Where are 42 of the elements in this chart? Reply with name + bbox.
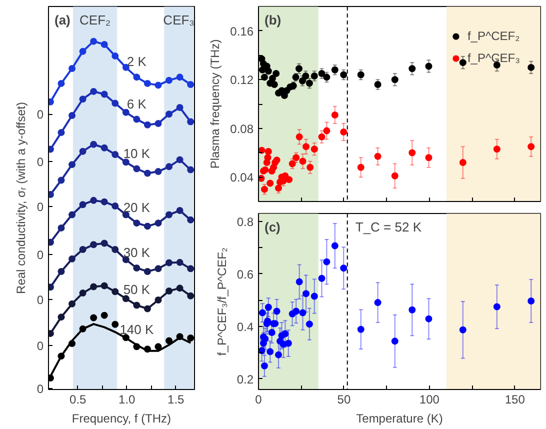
y-axis-title: f_P^CEF₃/f_P^CEF₂ [214, 247, 229, 356]
text: 0 [36, 248, 44, 262]
text: 0 [36, 200, 44, 214]
y-tick-label: 0.12 [230, 73, 254, 88]
x-axis-title: Temperature (K) [356, 412, 443, 426]
x-tick-label: 0 [255, 392, 262, 406]
x-tick-label: 0.5 [70, 392, 87, 406]
x-tick-label: 1.5 [168, 392, 185, 406]
y-tick-label: 0.16 [230, 24, 254, 38]
band-label: CEF₂ [80, 12, 111, 28]
annotation: 6 K [126, 96, 147, 112]
text: (a) [54, 12, 70, 28]
ref-line-label: T_C = 52 K [355, 220, 422, 234]
y-tick-label: 0.04 [230, 170, 254, 185]
text: 0 [36, 154, 44, 169]
text: 0 [36, 382, 44, 396]
y-tick-label: 0.6 [236, 267, 254, 282]
text: 0 [36, 339, 44, 354]
band-label: CEF₃ [163, 12, 194, 28]
y-tick-label: 0.4 [236, 320, 254, 334]
x-tick-label: 100 [419, 392, 440, 406]
x-tick-label: 1.0 [118, 392, 136, 406]
annotation: 20 K [123, 200, 150, 216]
y-tick-label: 0.2 [236, 372, 254, 386]
annotation: 50 K [123, 282, 150, 298]
annotation: 30 K [123, 244, 150, 260]
x-tick-label: 50 [337, 392, 351, 406]
y-tick-label: 0.08 [230, 122, 254, 136]
text: 0 [36, 292, 44, 307]
annotation: 140 K [120, 322, 154, 337]
legend-label: f_P^CEF₂ [467, 29, 520, 43]
annotation: 2 K [126, 54, 147, 70]
y-axis-title: Real conductivity, σᵣ (with a y-offset) [14, 102, 28, 294]
annotation: (b) [264, 12, 282, 28]
y-axis-title: Plasma frequency (THz) [208, 39, 222, 169]
annotation: 10 K [123, 146, 150, 161]
y-tick-label: 0.8 [236, 214, 254, 229]
legend-label: f_P^CEF₃ [467, 51, 520, 65]
text: 0 [36, 108, 44, 122]
annotation: (c) [264, 220, 280, 234]
x-axis-title: Frequency, f (THz) [72, 412, 172, 426]
x-tick-label: 150 [504, 392, 526, 406]
